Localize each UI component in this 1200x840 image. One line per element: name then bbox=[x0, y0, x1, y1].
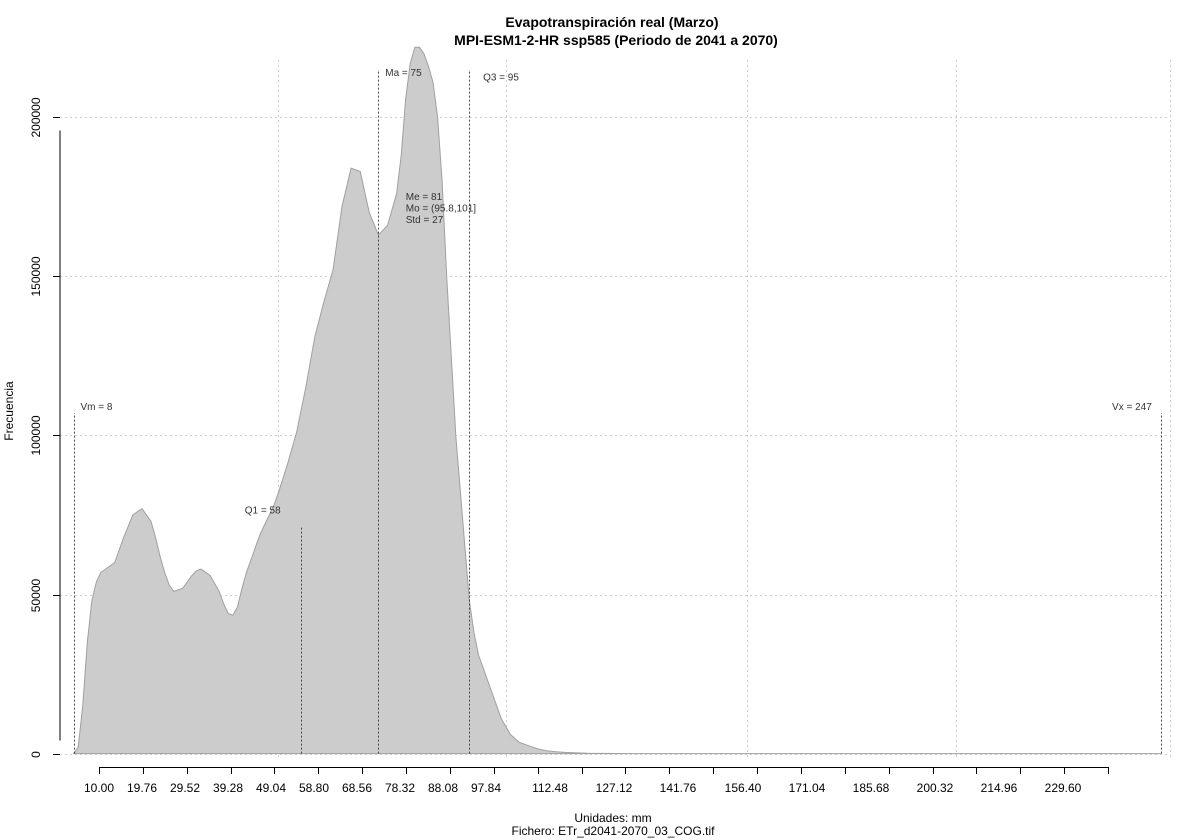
chart-title: Evapotranspiración real (Marzo) bbox=[505, 14, 718, 30]
y-tick-label: 0 bbox=[29, 751, 43, 758]
file-caption: Fichero: ETr_d2041-2070_03_COG.tif bbox=[512, 824, 716, 838]
x-tick-label: 58.80 bbox=[299, 781, 329, 795]
y-axis-ticks: 0 50000 100000 150000 200000 bbox=[29, 97, 60, 758]
y-tick-label: 200000 bbox=[29, 97, 43, 137]
x-tick-label: 88.08 bbox=[428, 781, 458, 795]
x-tick-label: 68.56 bbox=[342, 781, 372, 795]
stat-label: Q3 = 95 bbox=[483, 73, 519, 84]
x-tick-label: 19.76 bbox=[127, 781, 157, 795]
stat-annotations: Vm = 8 Q1 = 58 Ma = 75 Q3 = 95 Vx = 247 bbox=[80, 68, 1152, 517]
stats-line: Std = 27 bbox=[406, 215, 444, 226]
x-tick-label: 214.96 bbox=[981, 781, 1018, 795]
stat-label: Ma = 75 bbox=[385, 68, 422, 79]
stats-line: Mo = (95.8,101] bbox=[406, 204, 477, 215]
y-axis-label: Frecuencia bbox=[2, 381, 16, 441]
x-tick-label: 39.28 bbox=[213, 781, 243, 795]
x-tick-label: 141.76 bbox=[660, 781, 697, 795]
x-tick-label: 112.48 bbox=[532, 781, 568, 795]
x-tick-label: 185.68 bbox=[853, 781, 890, 795]
stat-label: Vx = 247 bbox=[1112, 402, 1152, 413]
x-tick-label: 156.40 bbox=[725, 781, 762, 795]
stats-line: Me = 81 bbox=[406, 192, 443, 203]
x-tick-label: 171.04 bbox=[789, 781, 826, 795]
x-tick-label: 78.32 bbox=[385, 781, 415, 795]
y-tick-label: 150000 bbox=[29, 256, 43, 296]
x-tick-label: 200.32 bbox=[917, 781, 954, 795]
x-tick-label: 29.52 bbox=[170, 781, 200, 795]
stat-label: Vm = 8 bbox=[80, 402, 112, 413]
x-tick-label: 49.04 bbox=[256, 781, 286, 795]
y-tick-label: 100000 bbox=[29, 415, 43, 455]
x-axis-label: Unidades: mm bbox=[574, 811, 651, 825]
stat-lines bbox=[74, 69, 1162, 754]
x-tick-label: 229.60 bbox=[1045, 781, 1082, 795]
x-tick-label: 10.00 bbox=[84, 781, 114, 795]
chart-subtitle: MPI-ESM1-2-HR ssp585 (Periodo de 2041 a … bbox=[454, 32, 778, 48]
y-tick-label: 50000 bbox=[29, 578, 43, 612]
x-tick-label: 97.84 bbox=[471, 781, 501, 795]
x-axis-ticks: 10.00 19.76 29.52 39.28 49.04 58.80 68.56 78.32… bbox=[84, 767, 1109, 795]
x-tick-label: 127.12 bbox=[596, 781, 633, 795]
stat-label: Q1 = 58 bbox=[245, 505, 281, 516]
frequency-area bbox=[72, 46, 1161, 755]
